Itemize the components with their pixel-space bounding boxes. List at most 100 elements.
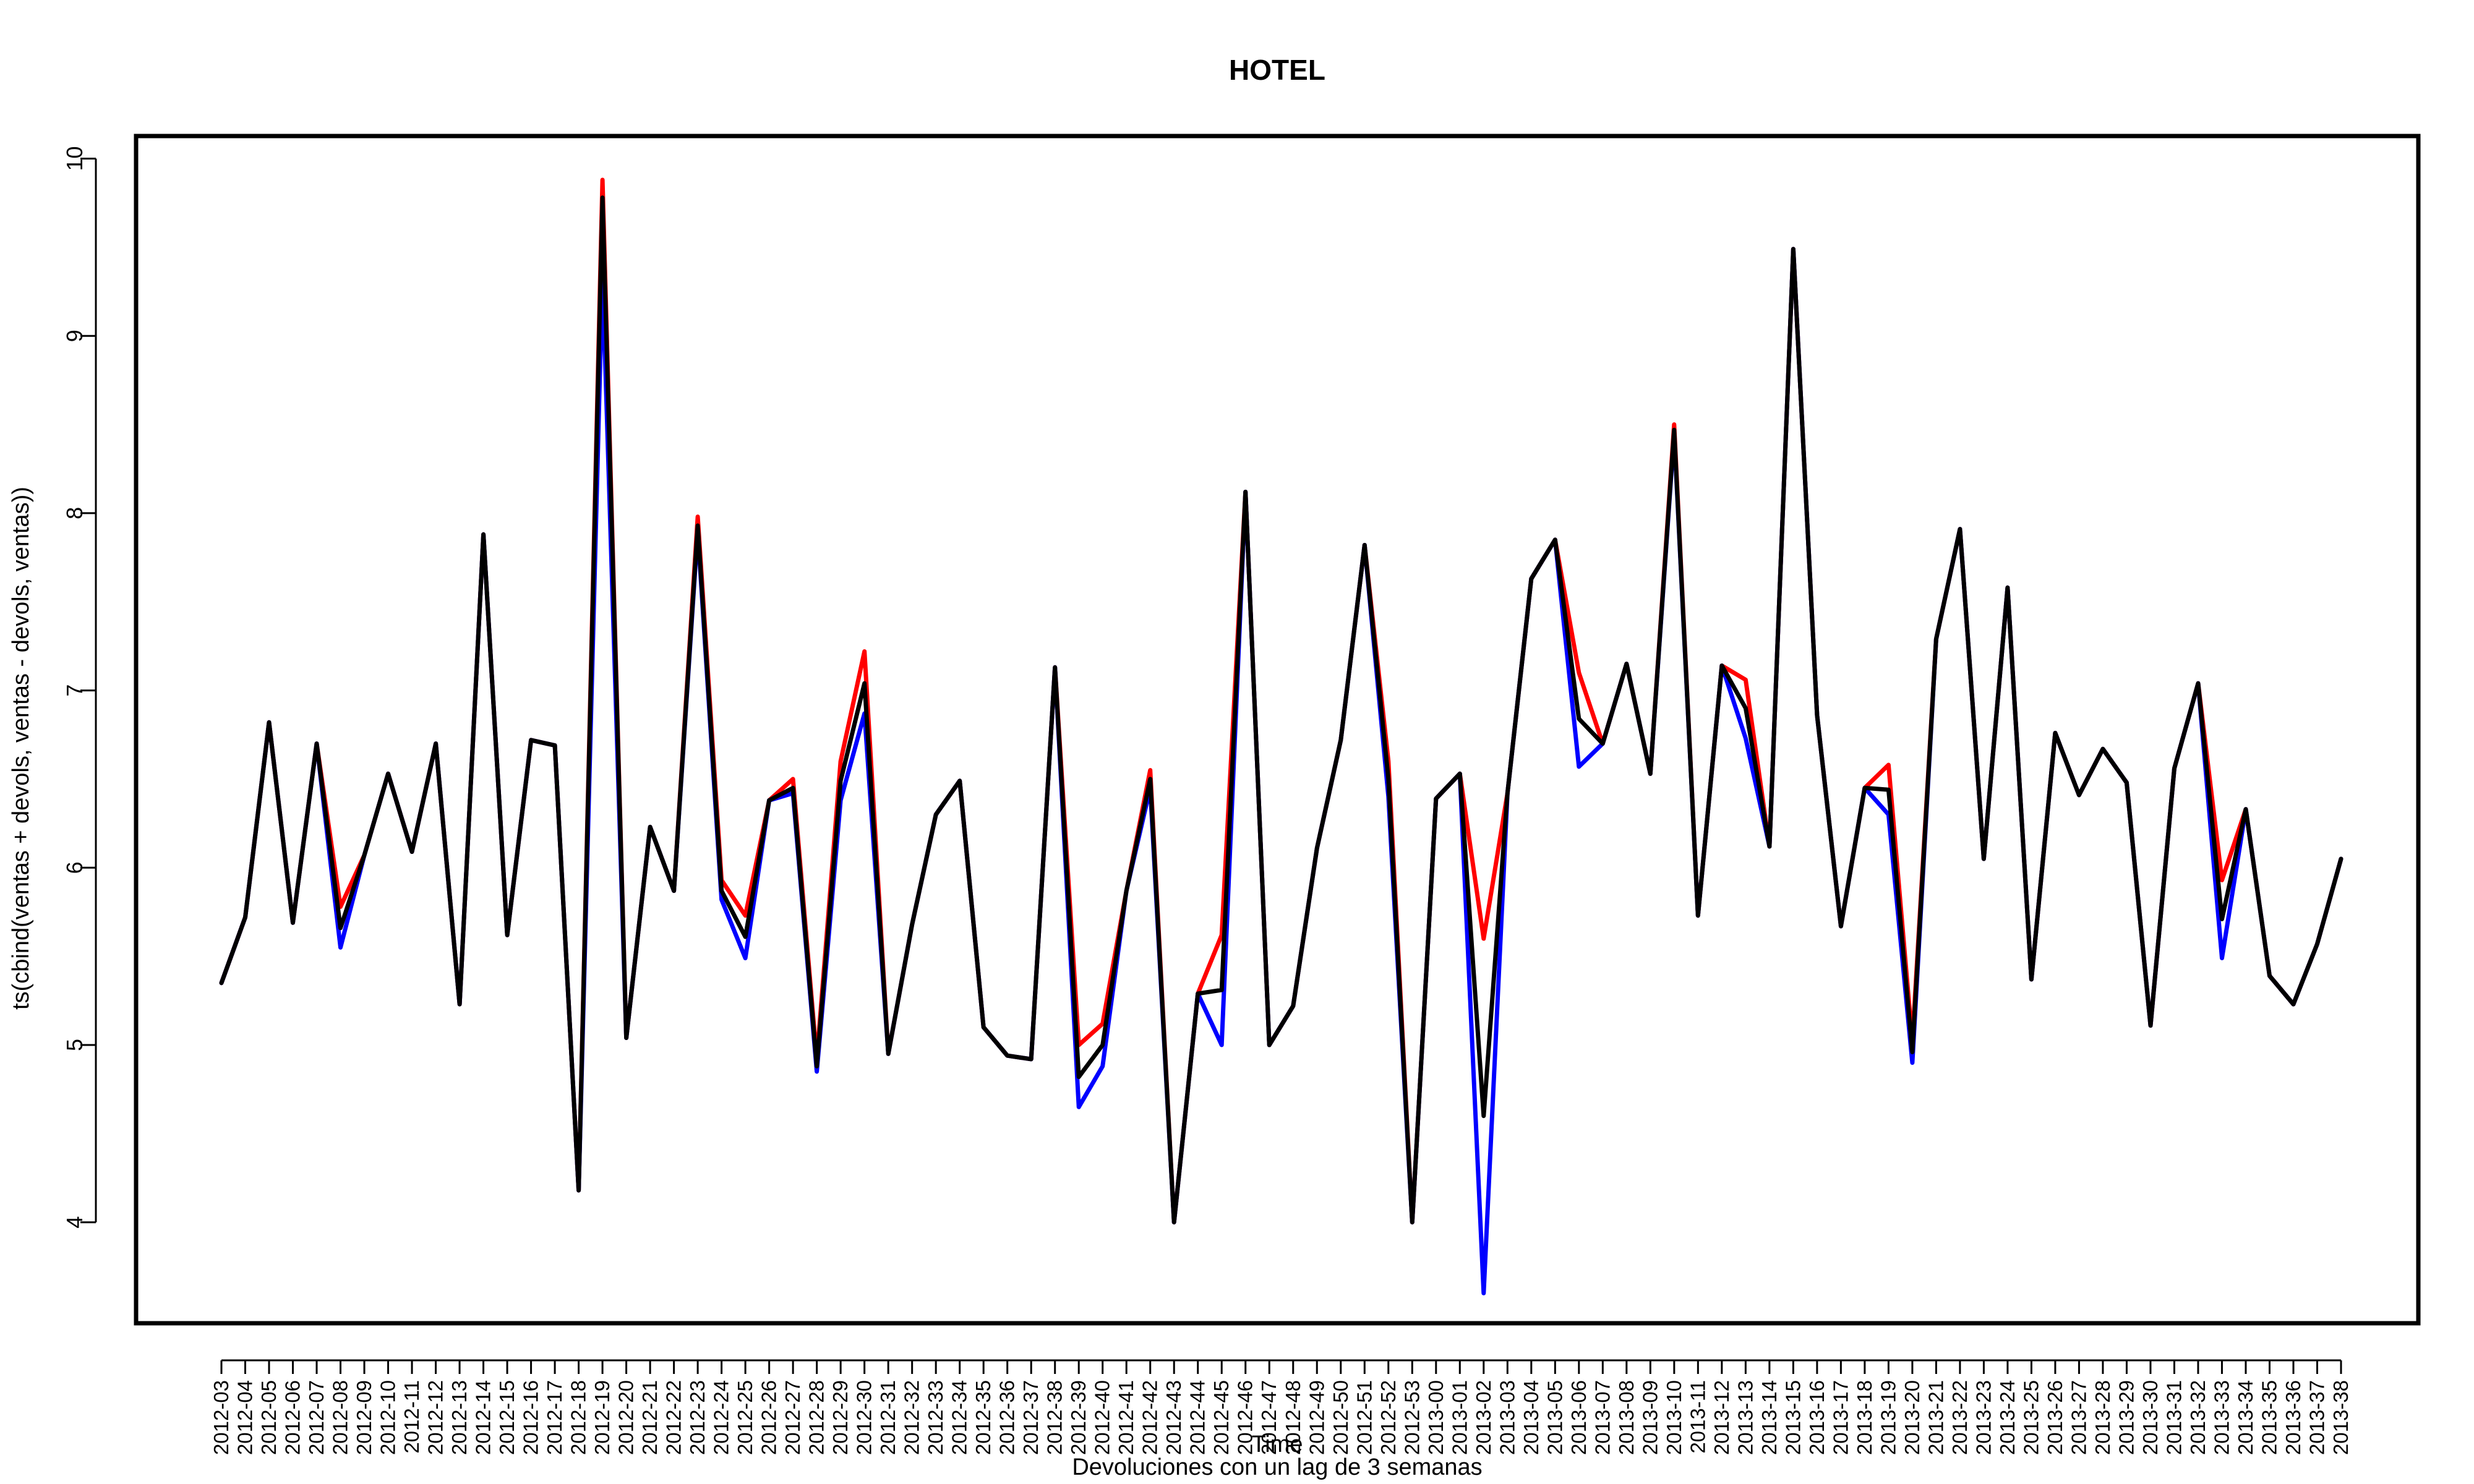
x-tick-label: 2013-09 [1638, 1380, 1661, 1455]
x-tick-label: 2012-06 [281, 1380, 304, 1455]
y-tick-label: 6 [62, 861, 87, 874]
x-tick-label: 2013-25 [2019, 1380, 2042, 1455]
x-tick-label: 2013-04 [1520, 1380, 1543, 1455]
x-tick-label: 2013-23 [1972, 1380, 1995, 1455]
x-tick-label: 2013-27 [2067, 1380, 2090, 1455]
x-tick-label: 2012-18 [567, 1380, 590, 1455]
x-tick-label: 2012-26 [758, 1380, 781, 1455]
x-tick-label: 2013-13 [1734, 1380, 1757, 1455]
x-tick-label: 2013-03 [1496, 1380, 1518, 1455]
x-tick-label: 2012-25 [734, 1380, 756, 1455]
y-tick-label: 8 [62, 507, 87, 519]
x-tick-label: 2012-50 [1329, 1380, 1352, 1455]
x-tick-label: 2012-53 [1400, 1380, 1423, 1455]
x-tick-label: 2012-36 [996, 1380, 1019, 1455]
x-tick-label: 2012-19 [591, 1380, 614, 1455]
x-tick-label: 2013-16 [1805, 1380, 1828, 1455]
x-tick-label: 2013-00 [1424, 1380, 1447, 1455]
x-tick-label: 2012-52 [1377, 1380, 1400, 1455]
x-tick-label: 2012-27 [781, 1380, 804, 1455]
x-tick-label: 2013-35 [2258, 1380, 2280, 1455]
x-tick-label: 2012-08 [329, 1380, 352, 1455]
x-tick-label: 2012-09 [353, 1380, 375, 1455]
x-tick-label: 2012-39 [1067, 1380, 1090, 1455]
x-tick-label: 2012-17 [543, 1380, 566, 1455]
x-tick-label: 2013-21 [1924, 1380, 1947, 1455]
x-tick-label: 2013-12 [1710, 1380, 1733, 1455]
x-tick-label: 2013-31 [2162, 1380, 2185, 1455]
x-tick-label: 2012-15 [495, 1380, 518, 1455]
x-tick-label: 2013-17 [1829, 1380, 1852, 1455]
x-tick-label: 2013-10 [1663, 1380, 1685, 1455]
x-tick-label: 2013-07 [1591, 1380, 1614, 1455]
x-tick-label: 2012-28 [805, 1380, 828, 1455]
x-tick-label: 2012-49 [1305, 1380, 1328, 1455]
x-tick-label: 2012-38 [1043, 1380, 1066, 1455]
x-tick-label: 2012-23 [686, 1380, 709, 1455]
series-line-1 [219, 177, 2343, 1225]
x-tick-label: 2012-21 [638, 1380, 661, 1455]
x-tick-label: 2012-16 [520, 1380, 542, 1455]
x-tick-label: 2013-33 [2210, 1380, 2233, 1455]
x-tick-label: 2013-38 [2329, 1380, 2352, 1455]
x-tick-label: 2012-42 [1139, 1380, 1162, 1455]
x-tick-label: 2013-14 [1758, 1380, 1781, 1455]
x-tick-label: 2013-01 [1448, 1380, 1471, 1455]
x-tick-label: 2012-33 [924, 1380, 947, 1455]
x-tick-label: 2012-44 [1186, 1380, 1209, 1455]
x-tick-label: 2012-13 [448, 1380, 471, 1455]
y-tick-label: 5 [62, 1039, 87, 1051]
y-axis: 4 5 6 7 8 9 10 [62, 146, 97, 1229]
x-tick-label: 2012-12 [424, 1380, 447, 1455]
x-tick-label: 2013-11 [1686, 1380, 1709, 1454]
x-tick-label: 2012-40 [1091, 1380, 1114, 1455]
x-tick-label: 2013-15 [1781, 1380, 1804, 1455]
x-tick-label: 2012-05 [257, 1380, 280, 1455]
x-axis-title: Time [1251, 1431, 1303, 1457]
x-tick-label: 2013-34 [2234, 1380, 2257, 1455]
y-tick-label: 7 [62, 684, 87, 697]
chart-title: HOTEL [1229, 54, 1325, 86]
x-tick-label: 2012-43 [1162, 1380, 1185, 1455]
x-tick-label: 2013-19 [1877, 1380, 1899, 1455]
x-tick-label: 2012-10 [377, 1380, 400, 1455]
x-tick-label: 2012-14 [472, 1380, 495, 1455]
y-tick-label: 10 [62, 146, 87, 171]
x-tick-label: 2012-31 [876, 1380, 899, 1455]
x-tick-label: 2013-20 [1901, 1380, 1924, 1455]
series-line-3 [219, 195, 2343, 1225]
x-tick-label: 2013-24 [1996, 1380, 2019, 1455]
plot-frame [134, 134, 2421, 1326]
x-tick-label: 2013-28 [2091, 1380, 2114, 1455]
x-tick-label: 2013-08 [1615, 1380, 1638, 1455]
x-tick-label: 2012-45 [1210, 1380, 1233, 1455]
x-tick-label: 2012-07 [305, 1380, 328, 1455]
series-line-2 [219, 247, 2343, 1295]
x-tick-label: 2012-51 [1353, 1380, 1376, 1455]
x-tick-label: 2012-22 [662, 1380, 685, 1455]
x-tick-label: 2012-30 [853, 1380, 876, 1455]
y-axis-title: ts(cbind(ventas + devols, ventas - devol… [8, 487, 34, 1010]
x-tick-label: 2013-06 [1567, 1380, 1590, 1455]
x-tick-label: 2012-29 [829, 1380, 852, 1455]
x-tick-label: 2012-35 [972, 1380, 995, 1455]
x-tick-label: 2012-37 [1019, 1380, 1042, 1455]
x-tick-label: 2012-48 [1282, 1380, 1304, 1455]
x-tick-label: 2012-47 [1257, 1380, 1280, 1455]
x-axis-subtitle: Devoluciones con un lag de 3 semanas [1072, 1454, 1482, 1480]
x-tick-label: 2013-30 [2139, 1380, 2162, 1455]
x-tick-label: 2013-37 [2305, 1380, 2328, 1455]
x-tick-label: 2013-26 [2044, 1380, 2066, 1455]
x-tick-label: 2012-04 [234, 1380, 257, 1455]
x-tick-label: 2013-29 [2115, 1380, 2138, 1455]
x-tick-label: 2012-32 [901, 1380, 923, 1455]
y-tick-label: 4 [62, 1216, 87, 1229]
y-tick-label: 9 [62, 330, 87, 342]
x-tick-label: 2013-22 [1948, 1380, 1971, 1455]
x-tick-label: 2012-41 [1115, 1380, 1137, 1455]
x-tick-label: 2013-36 [2282, 1380, 2305, 1455]
series-layer [219, 177, 2343, 1295]
x-tick-label: 2013-02 [1472, 1380, 1495, 1455]
x-tick-label: 2013-05 [1543, 1380, 1566, 1455]
